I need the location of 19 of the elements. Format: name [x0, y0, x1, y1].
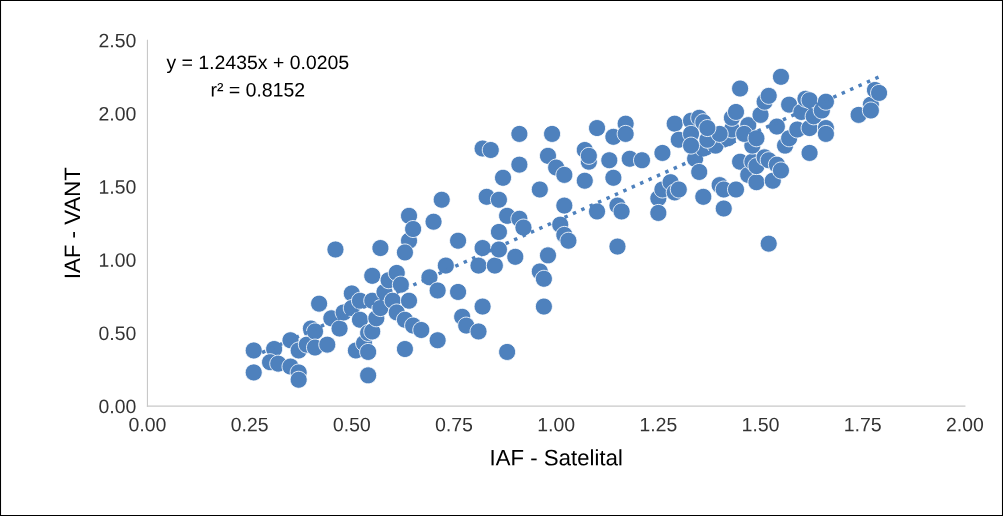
x-axis-title: IAF - Satelital: [491, 449, 622, 466]
x-tick-label: 1.75: [845, 417, 881, 432]
x-tick-label: 0.75: [435, 417, 473, 432]
x-tick-label: 2.00: [946, 417, 984, 432]
y-tick-label: 1.50: [99, 180, 136, 194]
y-axis-title: IAF - VANT: [64, 167, 80, 278]
x-tick-label: 1.25: [640, 417, 677, 432]
y-tick-label: 2.50: [99, 33, 136, 48]
annotation: y = 1.2435x + 0.0205: [166, 55, 349, 74]
annotation: r² = 0.8152: [211, 82, 305, 97]
y-tick-label: 2.00: [99, 106, 136, 121]
x-tick-label: 1.00: [538, 417, 575, 432]
y-tick-label: 0.00: [99, 399, 136, 414]
x-tick-label: 1.50: [743, 417, 779, 432]
x-tick-label: 0.00: [129, 417, 166, 432]
x-tick-label: 0.25: [231, 417, 268, 432]
y-tick-label: 1.00: [99, 253, 136, 267]
x-tick-label: 0.50: [333, 417, 370, 432]
y-tick-label: 0.50: [99, 326, 136, 341]
